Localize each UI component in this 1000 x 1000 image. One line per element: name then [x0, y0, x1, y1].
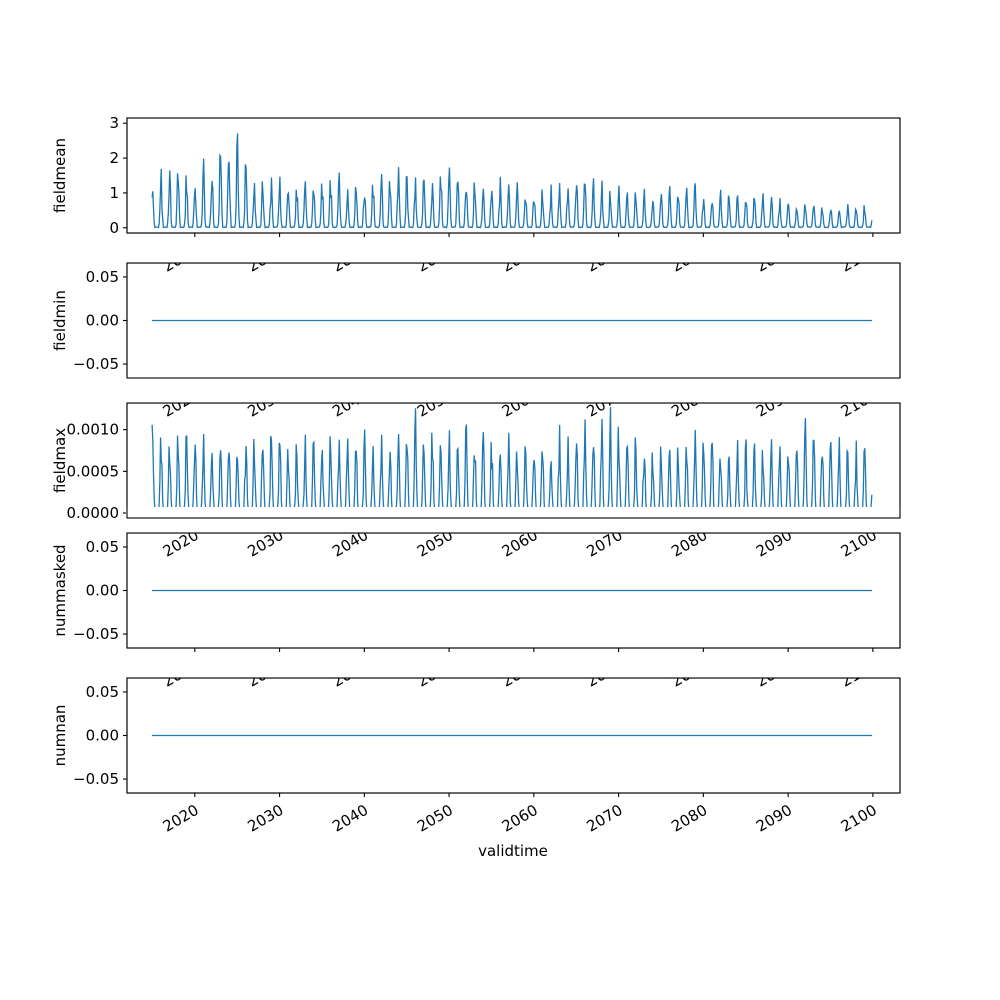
- top-mask: [126, 237, 901, 263]
- y-axis-label-fieldmin: fieldmin: [51, 290, 69, 351]
- y-axis-label-numnan: numnan: [51, 705, 69, 767]
- panel-frame-overlay-fieldmax: [126, 402, 901, 519]
- panel-frame-overlay-fieldmean: [126, 117, 901, 234]
- y-tick-label: 0.00: [86, 312, 119, 330]
- y-tick-label: 0: [109, 219, 119, 237]
- y-tick-label: 0.00: [86, 582, 119, 600]
- y-tick-label: 0.0005: [67, 462, 120, 480]
- panel-frame-overlay-numnan: [126, 677, 901, 794]
- panel-frame-overlay-fieldmin: [126, 262, 901, 379]
- series-fieldmean: [151, 133, 873, 229]
- top-mask: [126, 652, 901, 678]
- y-axis-label-fieldmean: fieldmean: [51, 138, 69, 213]
- panel-frame-overlay-nummasked: [126, 532, 901, 649]
- y-tick-label: −0.05: [73, 625, 119, 643]
- y-tick-label: 0.05: [86, 683, 119, 701]
- top-mask: [126, 92, 901, 118]
- y-tick-label: 0.0000: [67, 504, 120, 522]
- y-tick-label: 0.0010: [67, 421, 120, 439]
- x-axis-label: validtime: [478, 842, 548, 860]
- y-tick-label: 0.05: [86, 268, 119, 286]
- y-tick-label: 1: [109, 184, 119, 202]
- y-axis-label-fieldmax: fieldmax: [51, 428, 69, 493]
- y-tick-label: −0.05: [73, 770, 119, 788]
- y-tick-label: 3: [109, 114, 119, 132]
- y-tick-label: 0.05: [86, 538, 119, 556]
- y-tick-label: 0.00: [86, 727, 119, 745]
- top-mask: [126, 507, 901, 533]
- y-axis-label-nummasked: nummasked: [51, 544, 69, 636]
- top-mask: [126, 377, 901, 403]
- y-tick-label: −0.05: [73, 355, 119, 373]
- y-tick-label: 2: [109, 149, 119, 167]
